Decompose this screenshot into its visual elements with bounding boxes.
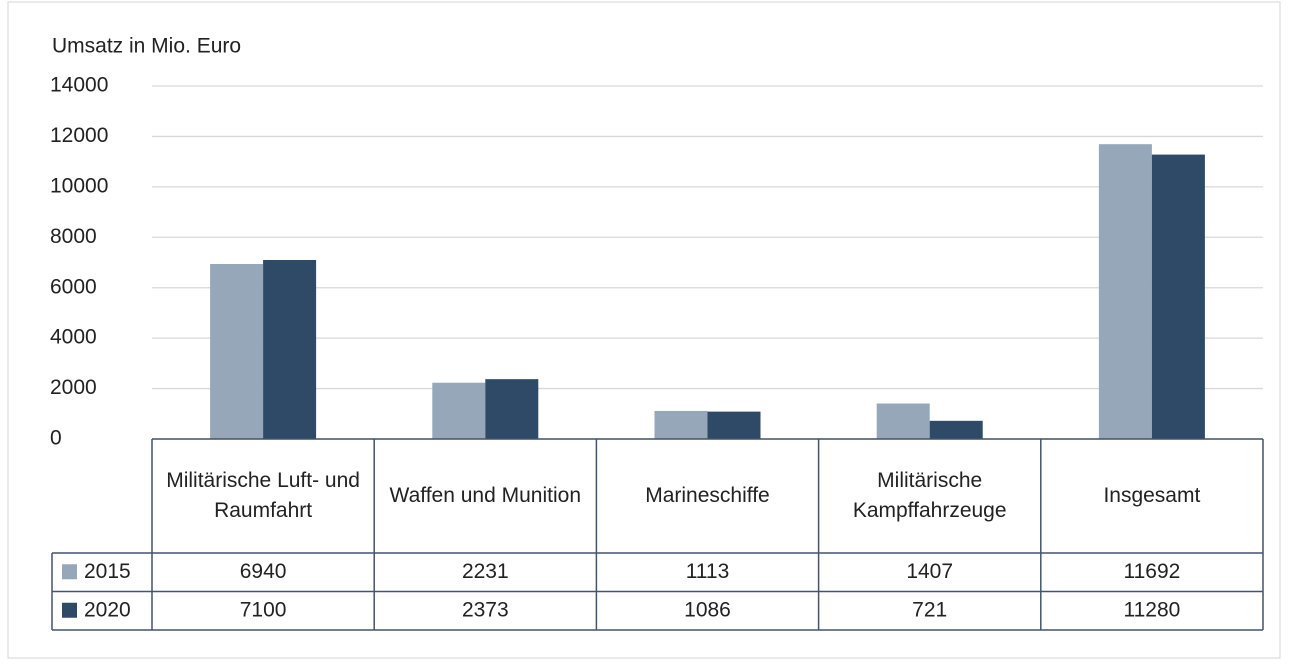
x-tick-label: Militärische Luft- und Raumfahrt (166, 469, 360, 522)
table-value: 2231 (462, 560, 509, 583)
y-tick-label: 12000 (50, 124, 108, 147)
bar (876, 403, 930, 439)
y-tick-label: 14000 (50, 74, 108, 97)
x-tick-label-box: Waffen und Munition (389, 484, 581, 507)
table-value: 7100 (240, 598, 287, 621)
y-tick-label: 10000 (50, 174, 108, 197)
bar (1151, 154, 1205, 439)
bar (707, 411, 761, 439)
bar (432, 382, 486, 439)
table-value: 11280 (1123, 598, 1180, 621)
bar (929, 420, 983, 439)
y-tick-label: 8000 (50, 225, 97, 248)
table-value: 1113 (686, 560, 730, 583)
x-tick-label-box: Insgesamt (1103, 484, 1201, 507)
y-tick-label: 4000 (50, 326, 97, 349)
chart-border (7, 1, 1281, 659)
x-tick-label-box: Marineschiffe (645, 484, 770, 507)
y-axis-label: Umsatz in Mio. Euro (52, 35, 241, 58)
bar (263, 259, 317, 439)
legend-swatch (62, 564, 77, 580)
table-value: 721 (912, 598, 947, 621)
bar (485, 379, 539, 439)
bar (210, 264, 264, 439)
y-tick-label: 0 (50, 427, 62, 450)
x-tick-label: Militärische Kampffahrzeuge (852, 469, 1007, 522)
x-tick-label: Waffen und Munition (389, 484, 581, 507)
x-tick-label-box: Militärische Kampffahrzeuge (852, 469, 1007, 522)
x-tick-label-box: Militärische Luft- und Raumfahrt (166, 469, 360, 522)
bar (654, 410, 708, 439)
legend-label: 2015 (84, 560, 131, 583)
y-tick-label: 2000 (50, 376, 97, 399)
y-tick-label: 6000 (50, 275, 97, 298)
table-value: 11692 (1123, 560, 1180, 583)
legend-label: 2020 (84, 598, 131, 621)
x-tick-label: Insgesamt (1103, 484, 1201, 507)
table-value: 1407 (906, 560, 953, 583)
table-value: 2373 (462, 598, 509, 621)
x-tick-label: Marineschiffe (645, 484, 770, 507)
legend-swatch (62, 602, 77, 618)
table-value: 1086 (684, 598, 731, 621)
bar (1098, 144, 1152, 439)
table-value: 6940 (240, 560, 287, 583)
